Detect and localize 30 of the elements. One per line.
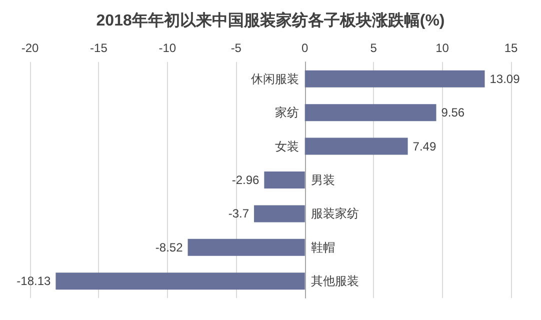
data-label: 13.09 — [490, 72, 520, 86]
x-tick-label: -20 — [21, 41, 39, 55]
y-tick-label: 女装 — [274, 139, 299, 154]
chart-title: 2018年年初以来中国服装家纺各子板块涨跌幅(%) — [96, 10, 445, 30]
x-tick-label: -15 — [90, 41, 108, 55]
bar — [254, 205, 305, 222]
x-tick-label: 15 — [504, 41, 518, 55]
data-label: 9.56 — [441, 106, 465, 120]
data-label: 7.49 — [412, 139, 436, 154]
x-tick-label: 0 — [302, 41, 309, 55]
y-tick-label: 家纺 — [274, 106, 299, 120]
bar — [188, 238, 305, 256]
data-label: -8.52 — [155, 240, 184, 254]
data-label: -18.13 — [16, 274, 52, 288]
x-tick-label: -5 — [230, 41, 242, 55]
y-tick-label: 鞋帽 — [310, 240, 335, 254]
bar — [304, 138, 408, 155]
bar — [264, 172, 305, 188]
y-tick-label: 其他服装 — [310, 274, 359, 288]
y-tick-label: 服装家纺 — [310, 206, 359, 221]
x-tick-label: 10 — [436, 41, 450, 55]
data-label: -2.96 — [232, 173, 260, 187]
bar — [304, 104, 436, 122]
x-tick-label: 5 — [370, 41, 378, 55]
bar — [56, 272, 305, 290]
y-tick-label: 休闲服装 — [250, 72, 299, 86]
data-label: -3.7 — [228, 206, 250, 221]
x-tick-label: -10 — [158, 41, 176, 55]
y-tick-label: 男装 — [310, 173, 335, 187]
bar — [304, 70, 485, 88]
